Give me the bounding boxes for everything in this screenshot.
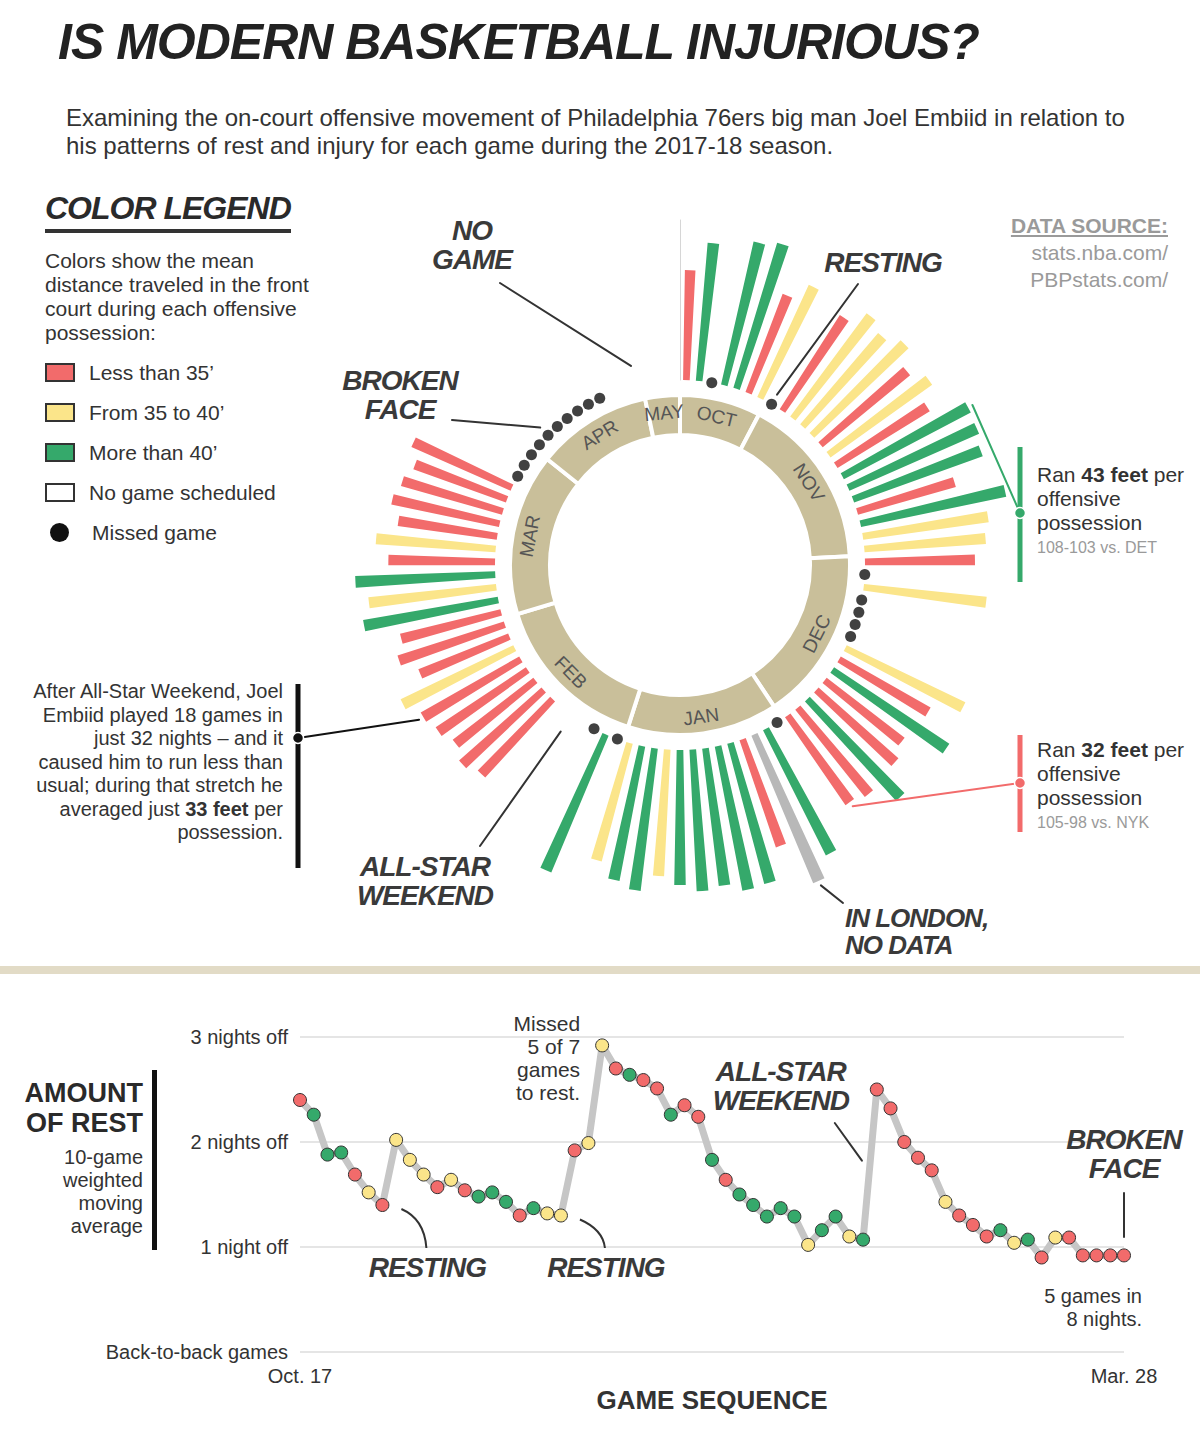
html-text:ALL-STAR WEEKEND: ALL-STAR WEEKEND [356,851,494,912]
html-text:Less than 35’: Less than 35’ [89,360,214,384]
html-text:IS MODERN BASKETBALL INJURIOUS: IS MODERN BASKETBALL INJURIOUS? [58,14,979,70]
html-text:ALL-STAR WEEKEND: ALL-STAR WEEKEND [712,1056,849,1117]
html-text:NO GAME: NO GAME [432,215,512,276]
html-text:Missed 5 of 7 games to rest.: Missed 5 of 7 games to rest. [513,1012,581,1104]
svg-text:OCT: OCT [695,401,739,431]
html-text:After All-Star Weekend, Joel E: After All-Star Weekend, Joel Embiid play… [33,680,283,843]
html-text:BROKEN FACE: BROKEN FACE [342,365,458,426]
html-text:108-103 vs. DET: 108-103 vs. DET [1037,539,1158,556]
svg-text:MAY: MAY [643,400,685,425]
svg-text:FEB: FEB [550,652,591,693]
html-text:stats.nba.com/: stats.nba.com/ [1031,241,1168,264]
html-text:10-game weighted moving averag: 10-game weighted moving average [62,1146,143,1237]
svg-text:3 nights off: 3 nights off [191,1026,289,1048]
svg-text:APR: APR [578,416,622,454]
html-text:AMOUNT OF REST: AMOUNT OF REST [24,1078,143,1138]
html-text:COLOR LEGEND: COLOR LEGEND [45,190,291,226]
html-text:PBPstats.com/: PBPstats.com/ [1030,268,1168,291]
svg-text:Mar. 28: Mar. 28 [1091,1365,1158,1387]
html-text:RESTING: RESTING [368,1252,487,1283]
svg-text:MAR: MAR [515,513,544,558]
svg-text:1 night off: 1 night off [201,1236,289,1258]
html-text:Colors show the mean distance: Colors show the mean distance traveled i… [45,248,309,344]
svg-text:DEC: DEC [798,611,835,656]
html-text:DATA SOURCE:: DATA SOURCE: [1010,214,1168,237]
html-text:Missed game: Missed game [92,520,217,544]
html-text:BROKEN FACE: BROKEN FACE [1066,1124,1182,1185]
html-text:IN LONDON, NO DATA: IN LONDON, NO DATA [845,903,989,961]
html-text:More than 40’: More than 40’ [89,440,218,464]
svg-text:GAME SEQUENCE: GAME SEQUENCE [596,1385,827,1415]
svg-text:Back-to-back games: Back-to-back games [106,1341,288,1363]
svg-text:2 nights off: 2 nights off [191,1131,289,1153]
svg-text:JAN: JAN [682,704,720,730]
html-text:RESTING: RESTING [824,247,942,278]
html-text:Ran 32 feet per offensive poss: Ran 32 feet per offensive possession [1037,738,1185,809]
html-text:From 35 to 40’: From 35 to 40’ [89,400,225,424]
html-text:Examining the on-court offensi: Examining the on-court offensive movemen… [66,104,1125,159]
html-text:RESTING: RESTING [547,1252,665,1283]
html-text:Ran 43 feet per offensive poss: Ran 43 feet per offensive possession [1037,463,1185,534]
html-text:105-98 vs. NYK: 105-98 vs. NYK [1037,814,1150,831]
svg-text:NOV: NOV [789,459,829,505]
html-text:No game scheduled: No game scheduled [89,480,276,504]
svg-text:Oct. 17: Oct. 17 [268,1365,332,1387]
html-text:5 games in 8 nights.: 5 games in 8 nights. [1044,1285,1142,1330]
